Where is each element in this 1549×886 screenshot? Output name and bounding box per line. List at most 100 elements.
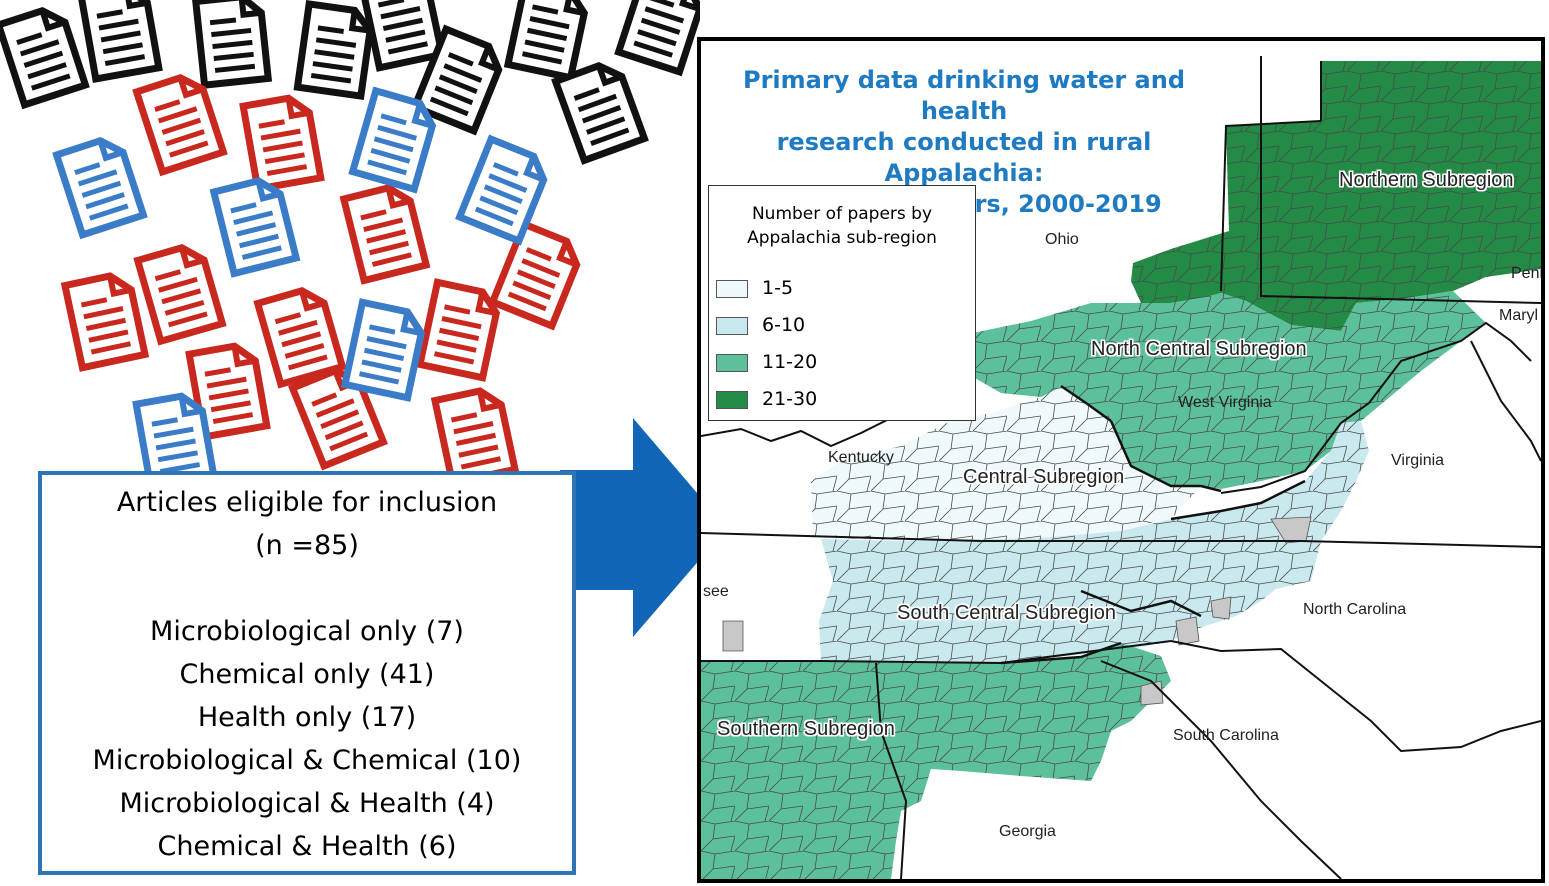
document-icon-text-line <box>264 152 305 165</box>
category-microbiological-health: Microbiological & Health (4) <box>119 788 495 819</box>
document-icon-text-line <box>154 269 182 282</box>
document-icon <box>455 134 548 246</box>
document-icon-text-line <box>311 392 338 407</box>
state-boundaries <box>701 56 1541 879</box>
document-icon-text-line <box>85 317 127 332</box>
document-icon-text-line <box>98 18 139 31</box>
document-icon-text-line <box>233 210 274 225</box>
state-label-ohio: Ohio <box>1045 231 1079 248</box>
document-icon-text-line <box>85 192 125 210</box>
document-icon-fold <box>238 0 262 18</box>
document-icon-text-line <box>151 417 178 427</box>
document-icon-page <box>488 219 581 331</box>
document-icon <box>410 24 503 136</box>
document-icon-text-line <box>483 184 523 204</box>
state-label-georgia: Georgia <box>999 823 1056 840</box>
document-pile-illustration <box>0 0 700 480</box>
north-central-county-lines <box>973 291 1486 489</box>
document-icon-page <box>340 298 426 402</box>
document-icon-text-line <box>361 359 402 373</box>
document-icon-fold <box>595 64 623 87</box>
legend-title: Number of papers by Appalachia sub-regio… <box>709 202 975 250</box>
state-label-pennsylvania: Penn <box>1511 265 1545 282</box>
document-icon-text-line <box>16 32 43 46</box>
document-icon-page <box>339 184 431 285</box>
document-icon-page <box>293 0 374 100</box>
document-icon-text-line <box>157 450 198 463</box>
document-icon-page <box>52 136 148 240</box>
document-icon-text-line <box>358 371 400 385</box>
legend-title-line: Appalachia sub-region <box>747 228 937 248</box>
document-icon-page <box>191 0 273 89</box>
document-icon <box>430 387 520 480</box>
document-icon-text-line <box>640 17 681 35</box>
document-icon-text-line <box>531 4 559 15</box>
document-icon-text-line <box>153 426 194 439</box>
document-icon-text-line <box>312 61 353 72</box>
document-icon <box>614 0 700 77</box>
document-icon-page <box>60 272 150 372</box>
document-icon-text-line <box>158 276 198 293</box>
document-icon-text-line <box>284 342 325 359</box>
southern-county-lines <box>701 643 1171 879</box>
document-icon-text-line <box>204 367 231 377</box>
document-icon-text-line <box>317 25 345 35</box>
excluded-county <box>1210 596 1232 620</box>
document-icon <box>77 0 163 83</box>
document-icon-text-line <box>370 147 411 164</box>
document-icon-text-line <box>77 169 118 187</box>
document-icon-text-line <box>441 316 482 330</box>
state-label-maryland: Maryl <box>1499 307 1539 324</box>
document-icon-text-line <box>161 288 202 305</box>
document-icon-fold <box>231 345 256 368</box>
summary-count: (n =85) <box>255 530 359 561</box>
document-icon-text-line <box>525 247 552 262</box>
legend-label: 1-5 <box>762 277 794 299</box>
document-icon-text-line <box>367 159 408 176</box>
document-icon-text-line <box>488 173 528 193</box>
document-icon-text-line <box>89 203 129 221</box>
document-icon-text-line <box>161 117 202 135</box>
document-icon-text-line <box>212 412 254 425</box>
excluded-county <box>1175 616 1200 646</box>
document-icon-text-line <box>524 39 565 53</box>
document-icon <box>0 6 90 110</box>
legend-swatch <box>716 317 748 335</box>
region-label-northern: Northern Subregion <box>1339 169 1514 191</box>
map-title-line: Primary data drinking water and health <box>743 66 1185 125</box>
document-icon-text-line <box>274 312 302 325</box>
document-icon-fold <box>97 139 124 162</box>
document-icon <box>293 0 374 100</box>
document-icon-text-line <box>96 9 123 19</box>
region-label-southern: Southern Subregion <box>717 718 895 740</box>
document-icon-text-line <box>100 30 141 43</box>
document-icon-text-line <box>453 421 494 435</box>
category-chemical-health: Chemical & Health (6) <box>157 831 457 862</box>
eligible-articles-box: Articles eligible for inclusion (n =85) … <box>38 471 576 875</box>
document-icon-text-line <box>438 327 480 342</box>
document-icon-fold <box>298 289 325 312</box>
category-microbiological-only: Microbiological only (7) <box>150 616 464 647</box>
document-icon-text-line <box>633 40 673 58</box>
legend-label: 11-20 <box>762 351 818 373</box>
document-icon-text-line <box>577 93 618 113</box>
document-icon-text-line <box>385 29 426 43</box>
state-label-kentucky: Kentucky <box>828 449 894 466</box>
document-icon-fold <box>348 9 371 34</box>
document-icon-text-line <box>363 217 404 232</box>
document-icon-text-line <box>455 432 497 447</box>
document-icon-text-line <box>211 27 252 38</box>
document-icon-fold <box>477 390 502 413</box>
document-icon-text-line <box>529 16 570 30</box>
document-icon <box>52 136 148 240</box>
document-icon-text-line <box>209 17 237 26</box>
document-icon-text-line <box>436 339 477 353</box>
legend-swatch <box>716 280 748 298</box>
document-icon-text-line <box>474 206 514 227</box>
document-icon-text-line <box>165 129 205 147</box>
document-icon-text-line <box>492 162 519 177</box>
northern-county-lines <box>1131 61 1541 331</box>
document-icon-text-line <box>433 351 475 365</box>
document-icon-text-line <box>363 347 405 362</box>
document-icon-text-line <box>368 240 410 256</box>
